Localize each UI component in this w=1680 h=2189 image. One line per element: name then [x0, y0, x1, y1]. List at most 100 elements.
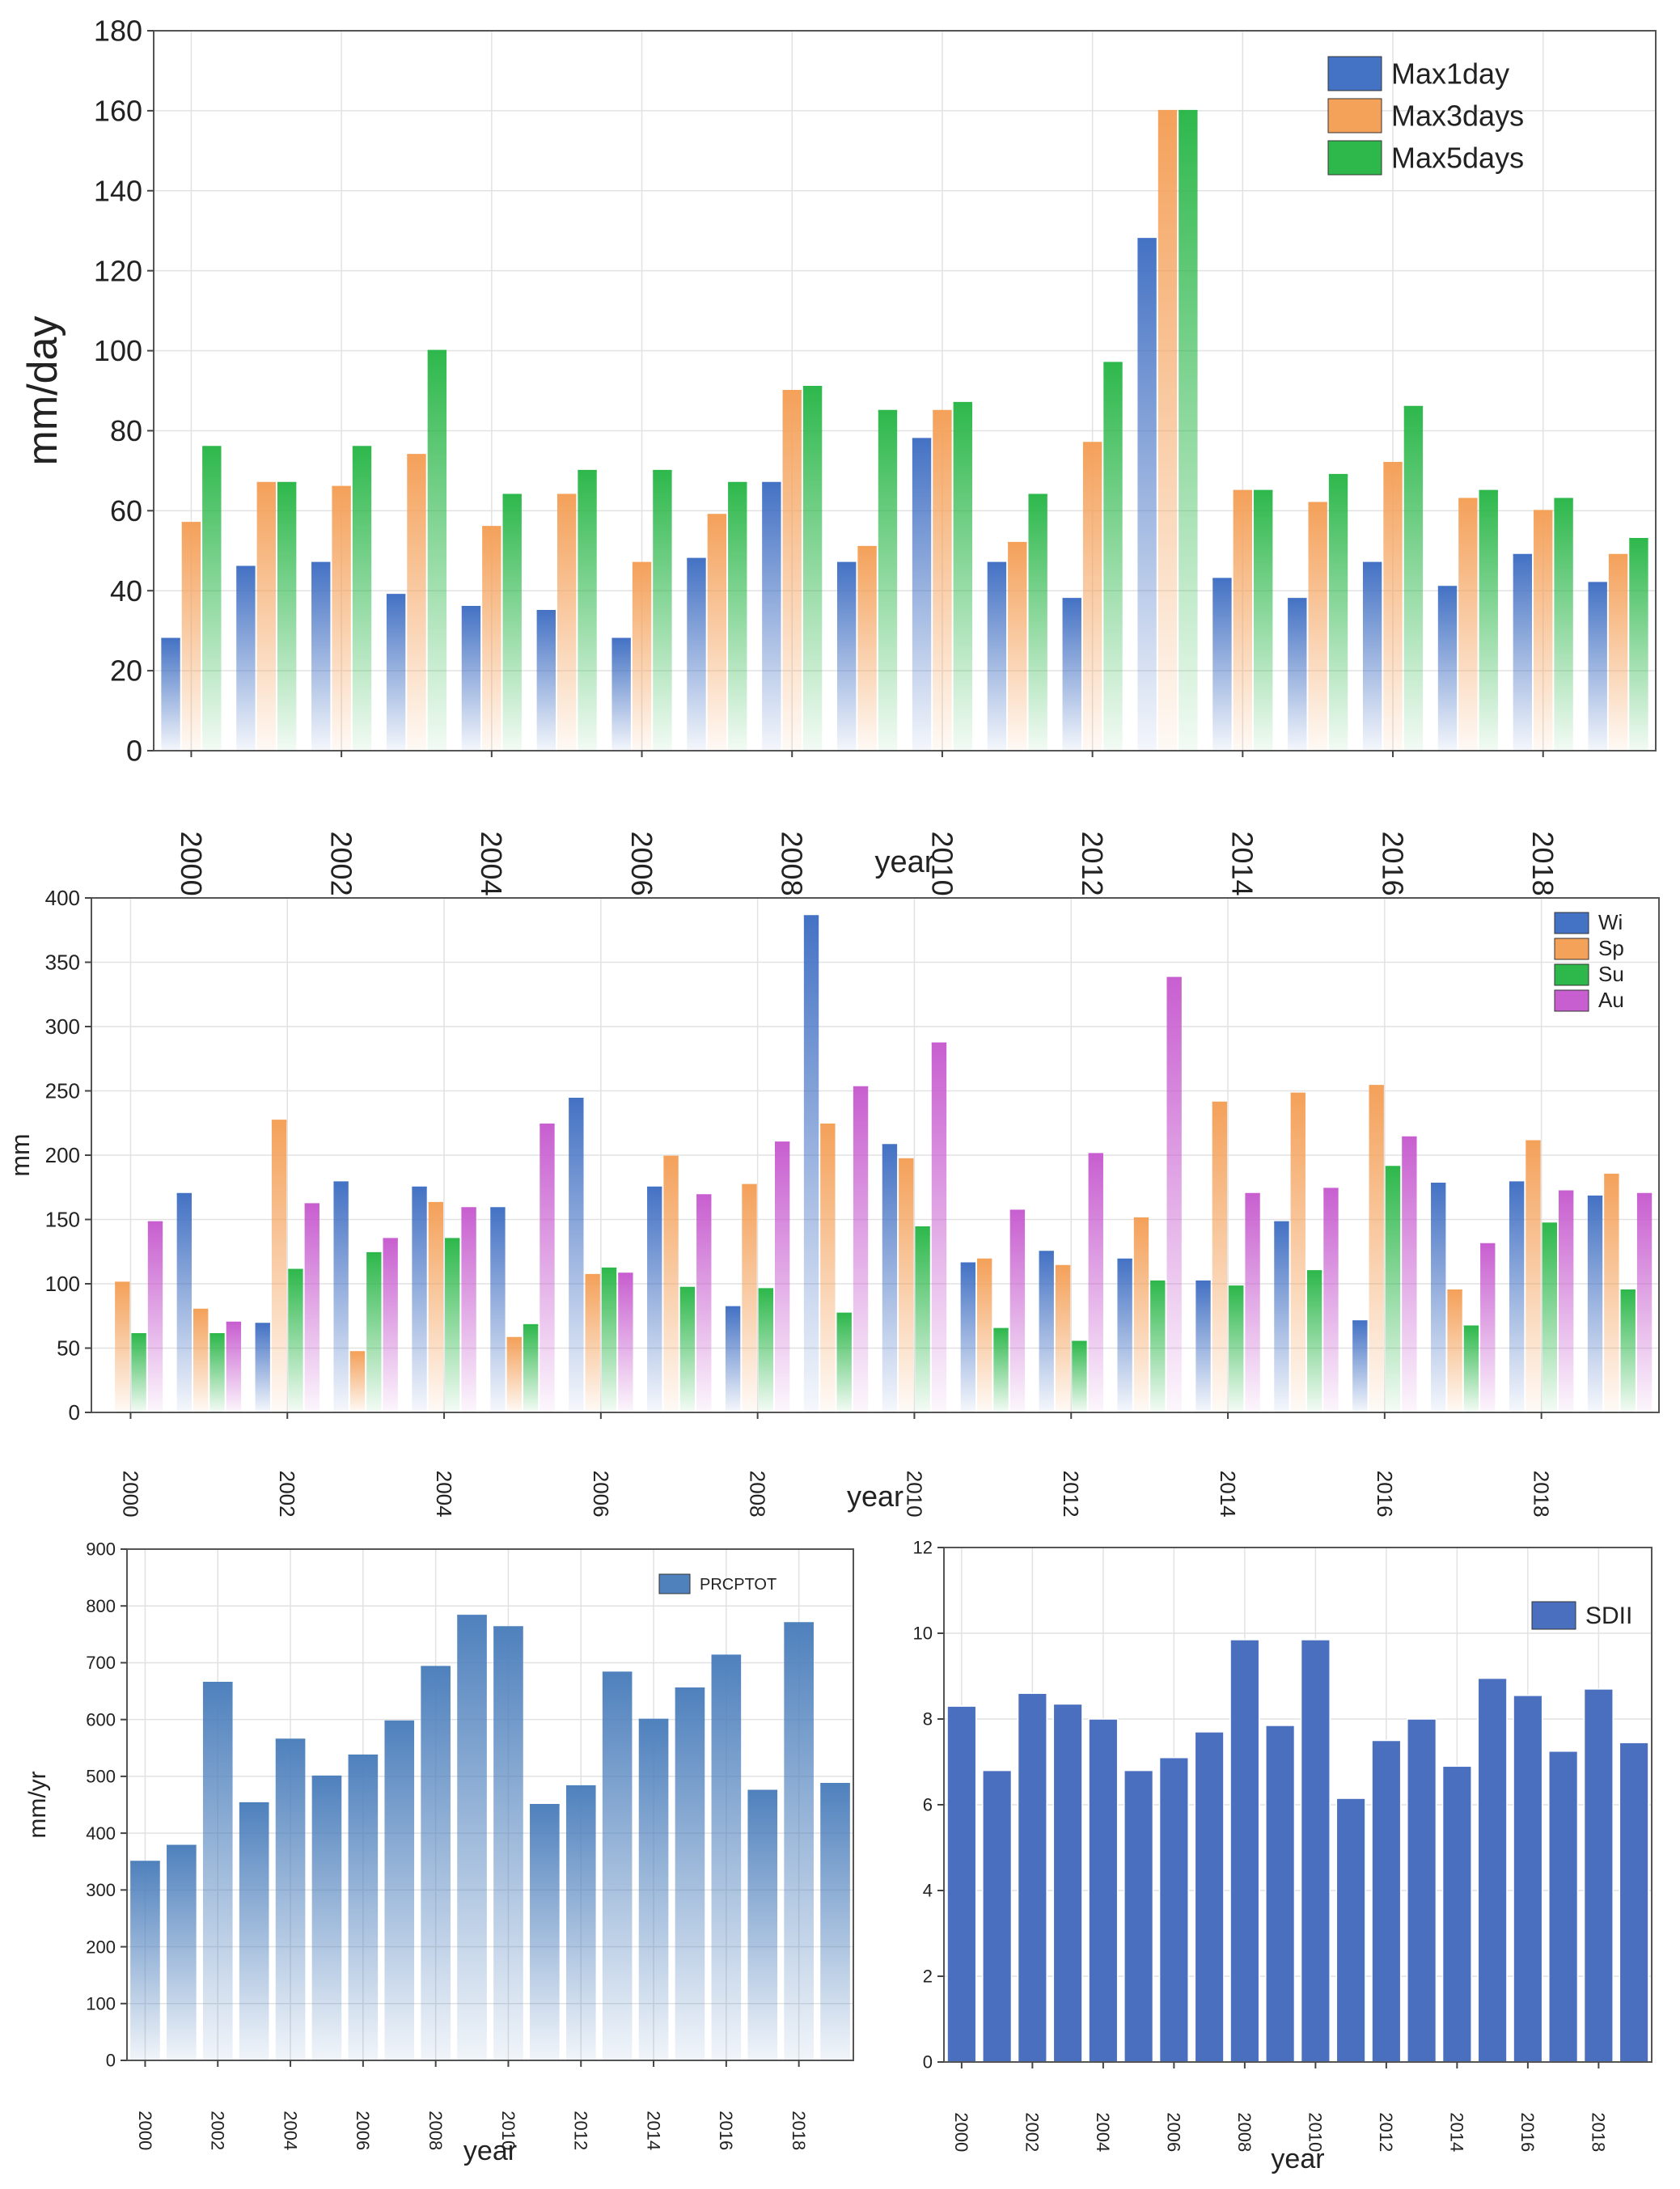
legend-label-Sp: Sp — [1598, 936, 1624, 960]
bar-PRCPTOT-2002 — [202, 1683, 233, 2060]
x-tick-label: 2012 — [571, 2111, 591, 2150]
x-tick-label: 2008 — [776, 832, 809, 896]
bar-Au-2006 — [618, 1273, 633, 1412]
y-tick-label: 400 — [45, 886, 80, 910]
bar-Su-2009 — [836, 1313, 852, 1412]
bar-Max1day-2009 — [837, 562, 857, 751]
bar-Au-2009 — [853, 1086, 869, 1412]
x-axis-label: year — [1271, 2144, 1324, 2174]
x-tick-label: 2018 — [1530, 1471, 1554, 1518]
x-tick-label: 2010 — [1305, 2112, 1326, 2152]
bar-Wi-2001 — [176, 1193, 193, 1412]
y-tick-label: 4 — [923, 1881, 933, 1901]
legend-label-PRCPTOT: PRCPTOT — [700, 1576, 777, 1594]
y-tick-label: 40 — [110, 574, 142, 608]
bar-Au-2014 — [1245, 1193, 1260, 1412]
y-tick-label: 140 — [94, 174, 142, 207]
y-axis-label: mm — [6, 1133, 35, 1176]
bar-Sp-2013 — [1133, 1217, 1149, 1412]
x-tick-label: 2010 — [902, 1471, 926, 1518]
bar-Max1day-2016 — [1362, 562, 1382, 751]
y-tick-label: 0 — [106, 2051, 116, 2071]
bar-Wi-2010 — [882, 1145, 898, 1412]
bar-Au-2018 — [1558, 1191, 1574, 1412]
bar-Max1day-2006 — [611, 638, 631, 751]
x-tick-label: 2006 — [625, 832, 658, 896]
bar-Su-2015 — [1306, 1271, 1322, 1412]
legend-swatch-SDII — [1531, 1601, 1576, 1630]
y-axis-label: mm/day — [19, 316, 66, 466]
bar-Su-2019 — [1620, 1289, 1636, 1412]
bar-Max3days-2009 — [857, 546, 877, 751]
bar-Sp-2011 — [977, 1259, 992, 1412]
bar-PRCPTOT-2010 — [493, 1627, 523, 2060]
bar-Sp-2007 — [663, 1156, 679, 1412]
bar-Au-2011 — [1009, 1210, 1026, 1412]
bar-Max5days-2015 — [1328, 474, 1348, 751]
legend-swatch-Max5days — [1327, 140, 1382, 176]
x-tick-label: 2016 — [1373, 1471, 1397, 1518]
x-tick-label: 2014 — [643, 2111, 663, 2150]
bar-SDII-2008 — [1229, 1639, 1260, 2063]
bar-Sp-2017 — [1447, 1289, 1462, 1412]
bar-Max1day-2018 — [1513, 554, 1533, 751]
bar-SDII-2019 — [1619, 1742, 1649, 2063]
bar-SDII-2010 — [1300, 1639, 1331, 2063]
bar-Su-2008 — [758, 1289, 773, 1412]
bar-Sp-2014 — [1212, 1102, 1228, 1412]
bar-Max1day-2011 — [987, 562, 1007, 751]
x-tick-label: 2008 — [1234, 2112, 1255, 2152]
y-tick-label: 250 — [45, 1079, 80, 1103]
bar-Max3days-2002 — [332, 486, 351, 751]
bar-Max1day-2013 — [1137, 239, 1157, 752]
bar-PRCPTOT-2019 — [820, 1784, 850, 2060]
y-tick-label: 100 — [94, 334, 142, 367]
y-tick-label: 100 — [86, 1993, 116, 2013]
bar-PRCPTOT-2016 — [711, 1655, 742, 2060]
legend-label-Max1day: Max1day — [1391, 57, 1509, 91]
legend-label-SDII: SDII — [1585, 1603, 1632, 1629]
bar-Max3days-2019 — [1608, 554, 1628, 751]
bar-Max5days-2002 — [352, 447, 372, 751]
x-tick-label: 2016 — [1517, 2112, 1538, 2152]
bar-PRCPTOT-2009 — [457, 1615, 487, 2060]
legend-label-Wi: Wi — [1598, 910, 1623, 934]
bar-Max1day-2003 — [386, 595, 406, 751]
bar-Sp-2001 — [193, 1309, 209, 1412]
bar-Au-2016 — [1402, 1137, 1417, 1412]
bar-Max5days-2000 — [202, 447, 222, 751]
bar-Max1day-2012 — [1062, 599, 1081, 751]
x-tick-label: 2010 — [498, 2111, 518, 2150]
bar-SDII-2018 — [1583, 1688, 1614, 2063]
bar-Su-2005 — [523, 1324, 539, 1412]
bar-Wi-2015 — [1274, 1222, 1289, 1412]
legend-label-Au: Au — [1598, 988, 1624, 1012]
bar-Max3days-2017 — [1458, 498, 1478, 751]
bar-Max3days-2003 — [407, 455, 426, 751]
legend-swatch-Max1day — [1327, 56, 1382, 91]
bar-Su-2006 — [601, 1268, 617, 1412]
bar-SDII-2016 — [1513, 1695, 1543, 2063]
y-tick-label: 10 — [913, 1624, 933, 1644]
bar-Sp-2005 — [506, 1337, 522, 1412]
bar-Max3days-2010 — [933, 410, 952, 751]
bar-Su-2002 — [288, 1269, 303, 1412]
bar-Max1day-2010 — [912, 438, 932, 751]
bar-Wi-2007 — [647, 1187, 662, 1412]
bar-PRCPTOT-2017 — [747, 1790, 778, 2060]
bar-Wi-2002 — [255, 1323, 270, 1412]
bar-Su-2014 — [1229, 1286, 1244, 1412]
bar-Max3days-2016 — [1383, 463, 1403, 751]
bar-Su-2001 — [209, 1334, 225, 1412]
bar-Wi-2014 — [1195, 1281, 1211, 1412]
bar-Sp-2009 — [820, 1124, 836, 1412]
legend-swatch-Max3days — [1327, 98, 1382, 133]
bar-Max1day-2000 — [161, 638, 180, 751]
x-tick-label: 2006 — [589, 1471, 613, 1518]
bar-Wi-2005 — [490, 1208, 506, 1412]
bar-Wi-2013 — [1117, 1259, 1132, 1412]
bar-Au-2015 — [1323, 1188, 1339, 1412]
bar-Max5days-2011 — [1028, 494, 1047, 751]
y-tick-label: 600 — [86, 1709, 116, 1730]
x-tick-label: 2004 — [475, 832, 508, 896]
